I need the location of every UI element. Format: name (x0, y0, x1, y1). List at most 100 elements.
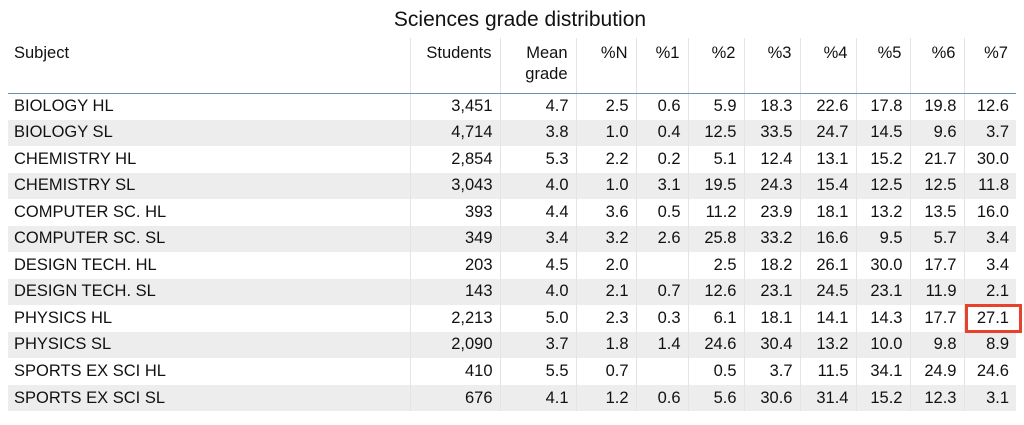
value-cell: 349 (409, 225, 500, 252)
column-header: Mean grade (499, 38, 576, 94)
value-cell: 24.5 (799, 278, 856, 305)
value-cell: 2.3 (575, 304, 636, 332)
value-cell: 3.1 (963, 384, 1016, 411)
value-cell: 14.3 (855, 304, 910, 332)
table-row: BIOLOGY SL 4,714 3.8 1.0 0.4 12.5 33.5 24.7 14.5… (8, 119, 1016, 146)
table-row: DESIGN TECH. HL 203 4.5 2.0 2.5 18.2 26.1 30.0 1… (8, 251, 1016, 279)
value-cell: 5.6 (687, 384, 744, 411)
value-cell: 4,714 (409, 119, 500, 146)
value-cell: 18.2 (743, 251, 800, 279)
value-cell: 24.6 (963, 357, 1016, 385)
value-cell: 676 (409, 384, 500, 411)
value-cell: 1.0 (575, 119, 636, 146)
value-cell: 26.1 (799, 251, 856, 279)
highlighted-value: 27.1 (976, 308, 1009, 327)
value-cell: 30.0 (855, 251, 910, 279)
value-cell: 2.6 (635, 225, 688, 252)
subject-cell: SPORTS EX SCI HL (8, 357, 410, 385)
subject-cell: PHYSICS HL (8, 304, 410, 332)
column-header: %7 (963, 38, 1016, 94)
value-cell: 33.2 (743, 225, 800, 252)
value-cell: 1.2 (575, 384, 636, 411)
value-cell: 19.8 (909, 92, 964, 120)
value-cell: 5.9 (687, 92, 744, 120)
value-cell: 2.1 (575, 278, 636, 305)
value-cell: 15.2 (855, 145, 910, 173)
value-cell: 12.5 (687, 119, 744, 146)
value-cell: 4.7 (499, 92, 576, 120)
value-cell: 31.4 (799, 384, 856, 411)
value-cell: 12.5 (909, 172, 964, 199)
value-cell: 12.5 (855, 172, 910, 199)
subject-cell: DESIGN TECH. SL (8, 278, 410, 305)
table-row: BIOLOGY HL 3,451 4.7 2.5 0.6 5.9 18.3 22.6 17.8 1… (8, 92, 1016, 120)
value-cell: 12.6 (687, 278, 744, 305)
value-cell: 12.3 (909, 384, 964, 411)
value-cell: 1.0 (575, 172, 636, 199)
value-cell: 24.3 (743, 172, 800, 199)
subject-cell: COMPUTER SC. SL (8, 225, 410, 252)
table-row: PHYSICS HL 2,213 5.0 2.3 0.3 6.1 18.1 14.1 14.3 1… (8, 303, 1022, 333)
table-row: CHEMISTRY HL 2,854 5.3 2.2 0.2 5.1 12.4 13.1 15.… (8, 145, 1016, 173)
table-row: SPORTS EX SCI SL 676 4.1 1.2 0.6 5.6 30.6 31.4 1… (8, 384, 1016, 411)
header-row: Subject Students Mean grade %N %1 %2 %3 … (8, 38, 1016, 94)
table-body: BIOLOGY HL 3,451 4.7 2.5 0.6 5.9 18.3 22.6 17.8 1… (8, 92, 1022, 411)
value-cell: 3.7 (499, 331, 576, 358)
value-cell: 0.4 (635, 119, 688, 146)
value-cell: 16.6 (799, 225, 856, 252)
value-cell: 21.7 (909, 145, 964, 173)
value-cell: 3.7 (963, 119, 1016, 146)
value-cell: 1.8 (575, 331, 636, 358)
value-cell: 0.7 (635, 278, 688, 305)
column-header: %3 (743, 38, 800, 94)
value-cell: 34.1 (855, 357, 910, 385)
value-cell: 0.5 (687, 357, 744, 385)
value-cell: 13.1 (799, 145, 856, 173)
value-cell: 11.8 (963, 172, 1016, 199)
value-cell: 14.5 (855, 119, 910, 146)
value-cell: 0.7 (575, 357, 636, 385)
table-row: CHEMISTRY SL 3,043 4.0 1.0 3.1 19.5 24.3 15.4 12… (8, 172, 1016, 199)
table-row: SPORTS EX SCI HL 410 5.5 0.7 0.5 3.7 11.5 34.1 2… (8, 357, 1016, 385)
value-cell: 16.0 (963, 198, 1016, 226)
value-cell: 4.1 (499, 384, 576, 411)
value-cell: 3,451 (409, 92, 500, 120)
value-cell: 17.7 (909, 251, 964, 279)
value-cell: 9.5 (855, 225, 910, 252)
value-cell: 11.2 (687, 198, 744, 226)
value-cell: 3.8 (499, 119, 576, 146)
value-cell: 2.0 (575, 251, 636, 279)
column-header: %6 (909, 38, 964, 94)
value-cell (635, 357, 688, 385)
value-cell: 13.2 (855, 198, 910, 226)
column-header: %5 (855, 38, 910, 94)
value-cell: 10.0 (855, 331, 910, 358)
value-cell: 24.9 (909, 357, 964, 385)
value-cell: 23.1 (743, 278, 800, 305)
subject-cell: PHYSICS SL (8, 331, 410, 358)
value-cell: 22.6 (799, 92, 856, 120)
value-cell: 1.4 (635, 331, 688, 358)
column-header: %2 (687, 38, 744, 94)
value-cell: 18.1 (799, 198, 856, 226)
value-cell: 0.6 (635, 92, 688, 120)
value-cell: 14.1 (799, 304, 856, 332)
value-cell: 9.6 (909, 119, 964, 146)
value-cell: 0.2 (635, 145, 688, 173)
subject-cell: DESIGN TECH. HL (8, 251, 410, 279)
value-cell: 15.4 (799, 172, 856, 199)
value-cell: 24.7 (799, 119, 856, 146)
value-cell (635, 251, 688, 279)
value-cell: 4.0 (499, 278, 576, 305)
value-cell: 33.5 (743, 119, 800, 146)
table-row: COMPUTER SC. SL 349 3.4 3.2 2.6 25.8 33.2 16.6 9… (8, 225, 1016, 252)
grade-distribution-table: Subject Students Mean grade %N %1 %2 %3 … (8, 38, 1022, 411)
value-cell: 5.1 (687, 145, 744, 173)
value-cell: 4.0 (499, 172, 576, 199)
value-cell: 30.4 (743, 331, 800, 358)
value-cell: 25.8 (687, 225, 744, 252)
table-row: DESIGN TECH. SL 143 4.0 2.1 0.7 12.6 23.1 24.5 2… (8, 278, 1016, 305)
subject-cell: SPORTS EX SCI SL (8, 384, 410, 411)
value-cell: 5.7 (909, 225, 964, 252)
value-cell: 0.5 (635, 198, 688, 226)
